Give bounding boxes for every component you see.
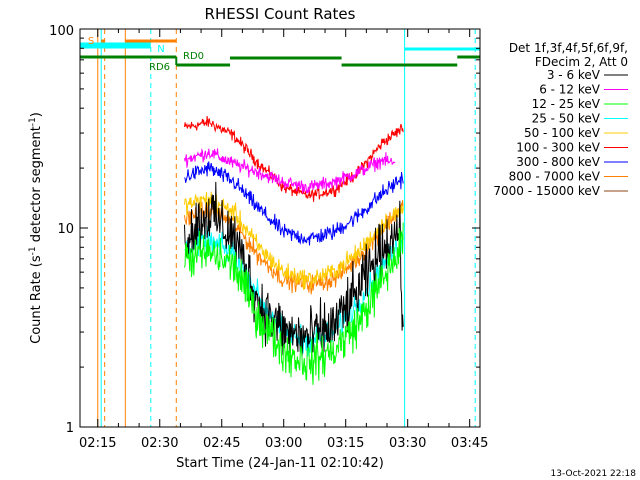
y-axis-label-main: Count Rate (s bbox=[29, 255, 44, 344]
legend-label: 12 - 25 keV bbox=[532, 97, 601, 111]
legend-header-line1: Det 1f,3f,4f,5f,6f,9f, bbox=[509, 41, 628, 55]
x-tick-label: 03:15 bbox=[327, 436, 364, 451]
annotation-s: S bbox=[88, 36, 94, 47]
legend-label: 7000 - 15000 keV bbox=[493, 184, 600, 198]
series-line bbox=[184, 147, 396, 194]
series-line bbox=[184, 222, 404, 385]
x-tick-label: 03:30 bbox=[389, 436, 426, 451]
x-tick-label: 02:15 bbox=[79, 436, 116, 451]
legend-label: 100 - 300 keV bbox=[516, 141, 600, 155]
y-tick-label-10: 10 bbox=[57, 222, 74, 237]
y-axis-label: Count Rate (s-1 detector segment-1) bbox=[28, 112, 44, 344]
y-axis-label-sup2: -1 bbox=[28, 117, 38, 126]
legend-header-line2: FDecim 2, Att 0 bbox=[535, 55, 628, 69]
y-axis-label-end: ) bbox=[29, 112, 44, 117]
legend-label: 3 - 6 keV bbox=[547, 68, 601, 82]
x-tick-label: 02:30 bbox=[141, 436, 178, 451]
plot-area: S N RD0 RD6 bbox=[80, 29, 480, 427]
series-line bbox=[184, 181, 404, 357]
legend-label: 25 - 50 keV bbox=[532, 112, 601, 126]
series-line bbox=[184, 115, 404, 202]
series-line bbox=[184, 191, 404, 290]
annotation-rd0: RD0 bbox=[183, 51, 204, 62]
legend-label: 300 - 800 keV bbox=[516, 155, 600, 169]
x-axis-label: Start Time (24-Jan-11 02:10:42) bbox=[176, 456, 384, 471]
y-axis-label-mid: detector segment bbox=[29, 126, 44, 246]
footer-timestamp: 13-Oct-2021 22:18 bbox=[551, 469, 637, 479]
y-axis-label-sup1: -1 bbox=[28, 246, 38, 255]
legend-label: 50 - 100 keV bbox=[524, 126, 601, 140]
x-tick-label: 03:00 bbox=[265, 436, 302, 451]
annotation-n: N bbox=[157, 44, 164, 55]
series-line bbox=[184, 161, 404, 246]
axis-ticks bbox=[80, 28, 480, 428]
y-tick-label-1: 1 bbox=[66, 421, 74, 436]
legend-label: 6 - 12 keV bbox=[539, 83, 601, 97]
x-tick-labels: 02:15 02:30 02:45 03:00 03:15 03:30 03:45 bbox=[79, 436, 488, 451]
x-tick-label: 02:45 bbox=[203, 436, 240, 451]
y-tick-label-100: 100 bbox=[49, 24, 74, 39]
x-tick-label: 03:45 bbox=[451, 436, 488, 451]
chart-title: RHESSI Count Rates bbox=[205, 5, 356, 23]
annotation-rd6: RD6 bbox=[149, 62, 170, 73]
legend-label: 800 - 7000 keV bbox=[509, 170, 601, 184]
